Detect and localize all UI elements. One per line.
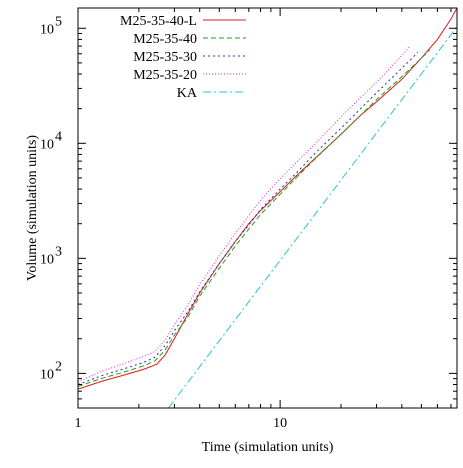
legend-item: M25-35-30 [133,50,246,65]
y-tick-label: 104 [40,129,62,152]
series-line-m25-35-20 [78,45,411,383]
y-tick-base: 10 [40,252,54,267]
series-line-m25-35-30 [78,51,419,385]
y-tick-label: 103 [40,244,62,267]
legend-label: KA [177,86,198,101]
legend-label: M25-35-20 [133,68,197,83]
plot-frame [77,7,458,409]
y-tick-base: 10 [40,22,54,37]
y-tick-label: 102 [40,359,62,382]
series-line-m25-35-40 [78,49,431,387]
y-tick-base: 10 [40,367,54,382]
y-tick-exponent: 3 [55,244,62,259]
legend-item: KA [177,86,246,101]
x-axis-title: Time (simulation units) [202,440,334,455]
y-axis-title: Volume (simulation units) [25,135,40,281]
legend-item: M25-35-20 [133,68,246,83]
legend-label: M25-35-40-L [120,14,197,29]
series-line-m25-35-40-l [78,8,457,390]
x-tick-label: 10 [273,416,287,431]
y-tick-label: 105 [40,14,62,37]
legend-label: M25-35-30 [133,50,197,65]
y-tick-exponent: 2 [55,359,62,374]
legend: M25-35-40-L M25-35-40 M25-35-30 M25-35-20 KA [120,14,246,101]
series-layer [78,8,457,408]
y-tick-base: 10 [40,137,54,152]
y-tick-exponent: 4 [55,129,62,144]
series-line-ka [168,26,457,408]
legend-label: M25-35-40 [133,32,197,47]
legend-item: M25-35-40-L [120,14,246,29]
x-tick-label: 1 [75,416,82,431]
y-tick-exponent: 5 [55,14,62,29]
legend-item: M25-35-40 [133,32,246,47]
